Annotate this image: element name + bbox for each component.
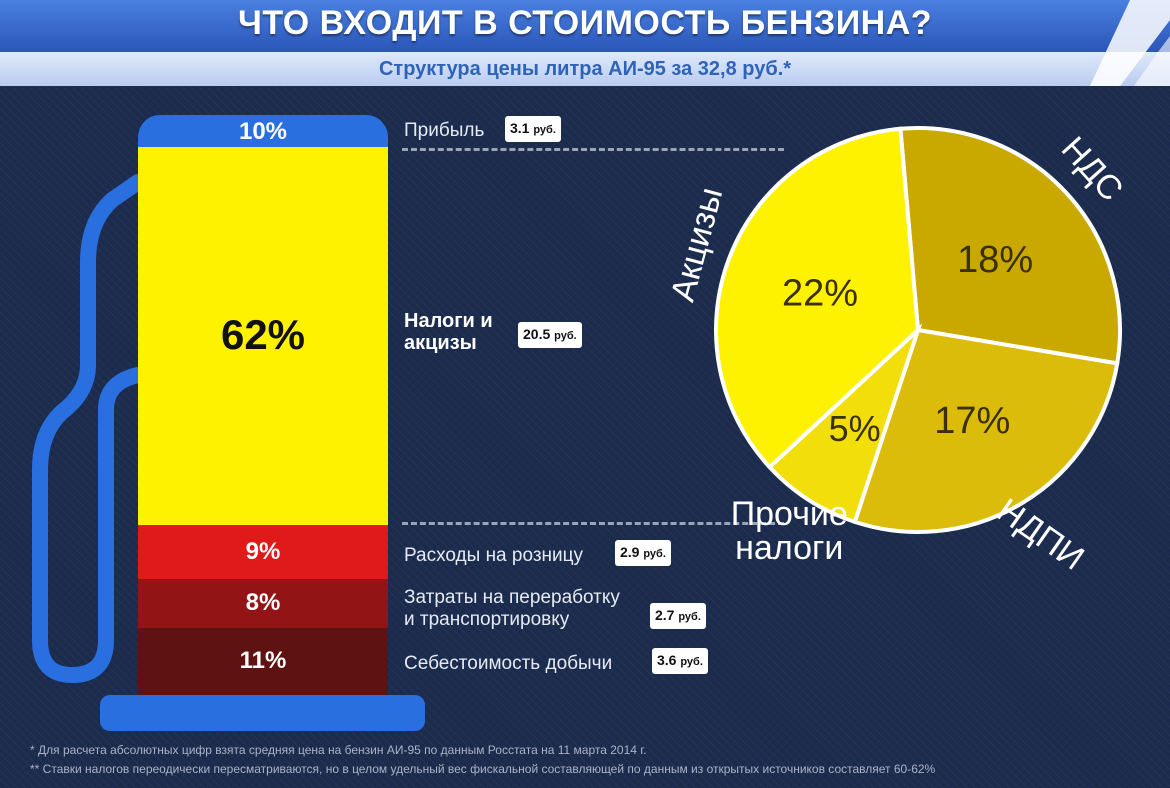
footnote-1: * Для расчета абсолютных цифр взята сред… [30, 743, 647, 757]
value-badge-taxes: 20.5 руб. [518, 322, 582, 348]
footnote-2: ** Ставки налогов переодически пересматр… [30, 762, 936, 776]
segment-processing: 8% [138, 579, 388, 628]
pie-value-label: 22% [782, 272, 858, 314]
label-profit: Прибыль [404, 120, 485, 141]
segment-retail: 9% [138, 524, 388, 580]
label-taxes: Налоги и акцизы [404, 310, 493, 354]
pie-slice [714, 126, 921, 470]
separator-dashed-line [402, 148, 784, 151]
label-processing: Затраты на переработку и транспортировку [404, 587, 620, 630]
pump-stacked-column: 10% 62% 9% 8% 11% [138, 115, 388, 695]
segment-retail-percent: 9% [245, 537, 281, 565]
segment-extraction-percent: 11% [239, 647, 287, 675]
label-extraction: Себестоимость добычи [404, 653, 613, 674]
segment-profit: 10% [138, 115, 388, 147]
pie-slice [898, 126, 1122, 366]
pie-value-label: 5% [829, 408, 881, 449]
subtitle-bar: Структура цены литра АИ-95 за 32,8 руб.* [0, 52, 1170, 86]
pie-slice [852, 327, 1120, 534]
segment-profit-percent: 10% [238, 118, 288, 145]
label-retail: Расходы на розницу [404, 545, 584, 566]
segment-extraction: 11% [138, 628, 388, 695]
page-subtitle: Структура цены литра АИ-95 за 32,8 руб.* [378, 58, 792, 80]
value-badge-profit: 3.1 руб. [505, 116, 561, 142]
pie-value-label: 17% [934, 400, 1010, 442]
value-badge-extraction: 3.6 руб. [652, 648, 708, 674]
segment-taxes-percent: 62% [220, 310, 306, 358]
value-badge-processing: 2.7 руб. [650, 603, 706, 629]
pie-value-label: 18% [957, 239, 1033, 281]
value-badge-retail: 2.9 руб. [615, 540, 671, 566]
corner-stripes-decoration [1090, 0, 1170, 86]
segment-processing-percent: 8% [245, 589, 281, 617]
pump-base [100, 695, 425, 731]
pie-category-label: Прочие налоги [731, 495, 848, 567]
segment-taxes: 62% [138, 147, 388, 525]
separator-dashed-line [402, 522, 784, 525]
title-bar: ЧТО ВХОДИТ В СТОИМОСТЬ БЕНЗИНА? [0, 0, 1170, 52]
pie-category-label: НДПИ [990, 491, 1091, 577]
page-title: ЧТО ВХОДИТ В СТОИМОСТЬ БЕНЗИНА? [237, 4, 933, 42]
